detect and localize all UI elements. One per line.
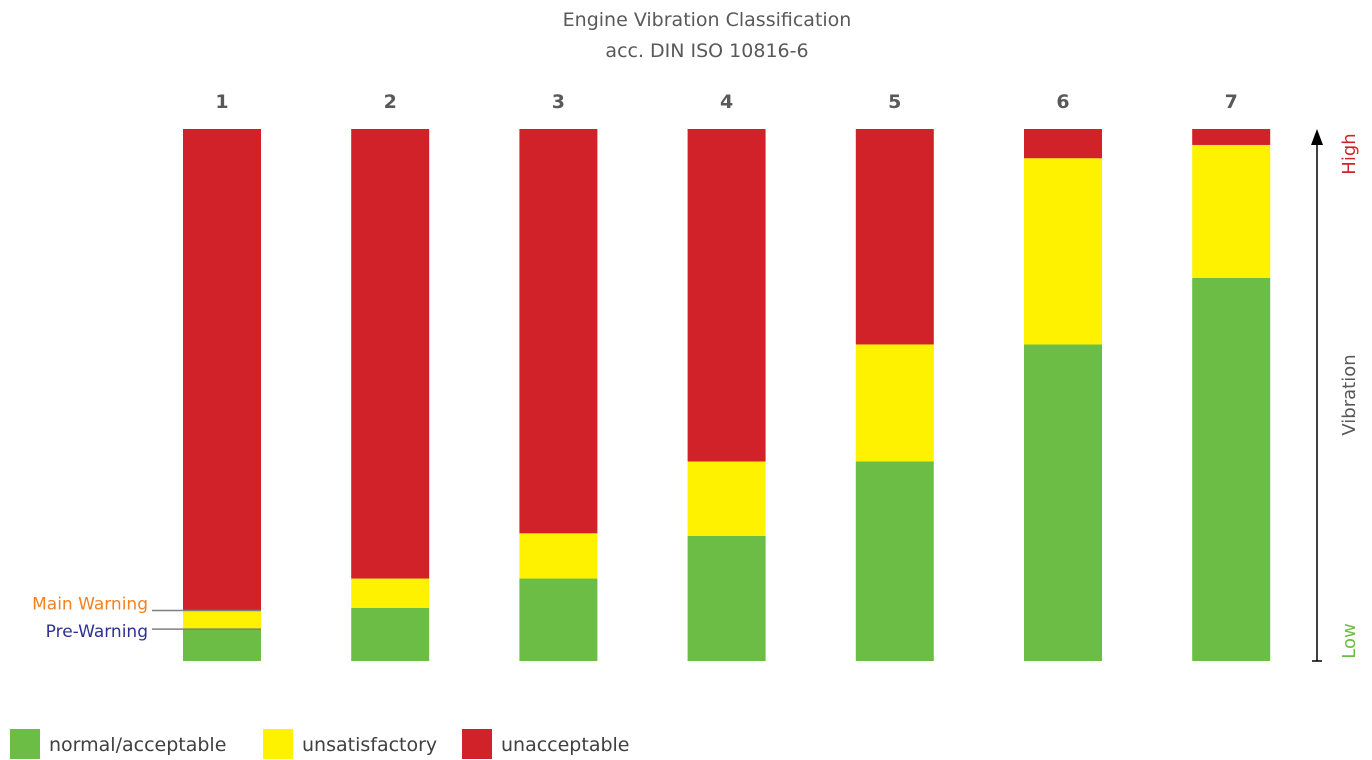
bar-1-unacceptable bbox=[183, 129, 261, 611]
category-labels: 1 2 3 4 5 6 7 bbox=[215, 91, 1237, 113]
bar-1-unsatisfactory bbox=[183, 610, 261, 630]
bar-4-unsatisfactory bbox=[687, 461, 766, 536]
category-label-4: 4 bbox=[720, 91, 733, 113]
bar-6-normal-acceptable bbox=[1024, 344, 1102, 661]
category-label-5: 5 bbox=[888, 91, 901, 113]
bar-3-normal-acceptable bbox=[519, 578, 598, 661]
vibration-axis-arrowhead bbox=[1311, 129, 1323, 145]
axis-title: Vibration bbox=[1339, 354, 1360, 435]
legend-label-unacceptable: unacceptable bbox=[501, 734, 630, 756]
bar-7-unacceptable bbox=[1192, 129, 1271, 145]
category-label-6: 6 bbox=[1056, 91, 1069, 113]
stacked-bars bbox=[183, 129, 1271, 661]
legend-swatch-unsatisfactory bbox=[263, 729, 293, 759]
chart-subtitle: acc. DIN ISO 10816-6 bbox=[605, 40, 808, 62]
bar-3-unacceptable bbox=[519, 129, 598, 534]
bar-2-unsatisfactory bbox=[351, 578, 430, 608]
bar-1-normal-acceptable bbox=[183, 629, 261, 661]
bar-5-normal-acceptable bbox=[855, 461, 934, 661]
warning-markers: Main Warning Pre-Warning bbox=[32, 594, 261, 642]
bar-4-unacceptable bbox=[687, 129, 766, 462]
bar-2-unacceptable bbox=[351, 129, 430, 579]
legend-swatch-unacceptable bbox=[462, 729, 492, 759]
bar-4-normal-acceptable bbox=[687, 535, 766, 661]
bar-7-normal-acceptable bbox=[1192, 277, 1271, 661]
category-label-3: 3 bbox=[552, 91, 565, 113]
bar-3-unsatisfactory bbox=[519, 533, 598, 579]
legend-label-normal-acceptable: normal/acceptable bbox=[49, 734, 226, 756]
category-label-7: 7 bbox=[1225, 91, 1238, 113]
bar-2-normal-acceptable bbox=[351, 607, 430, 661]
axis-low-label: Low bbox=[1339, 623, 1360, 658]
bar-7-unsatisfactory bbox=[1192, 144, 1271, 278]
legend: normal/acceptable unsatisfactory unaccepta… bbox=[10, 729, 630, 759]
bar-5-unsatisfactory bbox=[855, 344, 934, 462]
pre-warning-label: Pre-Warning bbox=[46, 622, 148, 642]
bar-5-unacceptable bbox=[855, 129, 934, 345]
chart-title: Engine Vibration Classification bbox=[563, 9, 852, 31]
legend-swatch-normal-acceptable bbox=[10, 729, 40, 759]
axis-high-label: High bbox=[1339, 133, 1360, 174]
bar-6-unsatisfactory bbox=[1024, 158, 1102, 345]
category-label-2: 2 bbox=[384, 91, 397, 113]
bar-6-unacceptable bbox=[1024, 129, 1102, 159]
category-label-1: 1 bbox=[215, 91, 228, 113]
legend-label-unsatisfactory: unsatisfactory bbox=[302, 734, 437, 756]
vibration-axis: High Vibration Low bbox=[1311, 129, 1360, 662]
main-warning-label: Main Warning bbox=[32, 594, 148, 614]
